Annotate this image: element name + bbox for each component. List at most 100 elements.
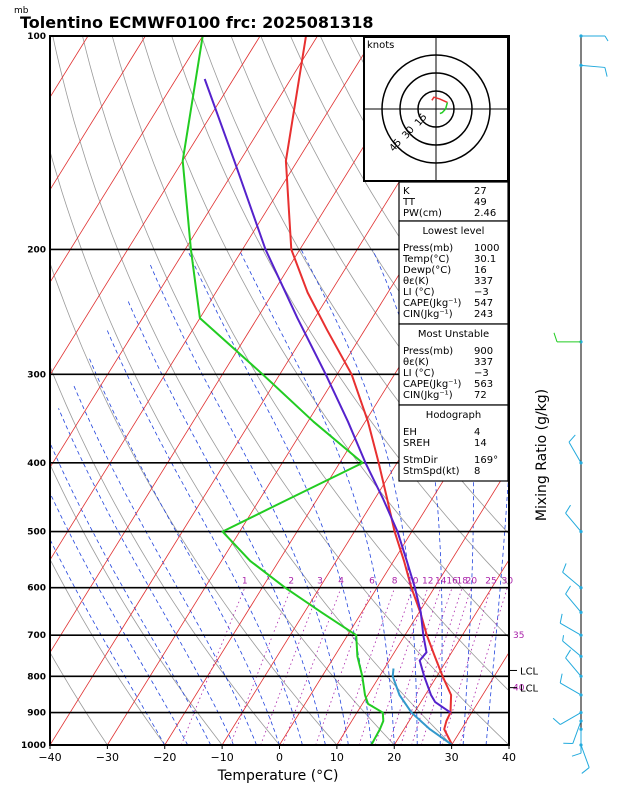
- wind-barb-staff: [563, 572, 581, 587]
- x-tick-label: 20: [387, 751, 401, 764]
- index-label: Press(mb): [403, 346, 453, 357]
- wind-barb-staff: [566, 513, 581, 531]
- x-tick-label: −10: [211, 751, 234, 764]
- background-lines: [0, 36, 618, 745]
- mixing-ratio-label: 10: [407, 577, 419, 587]
- wind-barb-flag: [582, 768, 589, 774]
- mixing-ratio-label: 30: [502, 577, 514, 587]
- y-tick-label: 200: [27, 245, 46, 255]
- mixing-ratio-label: 6: [369, 577, 375, 587]
- mixing-ratio-label: 12: [422, 577, 433, 587]
- index-label: CAPE(Jkg⁻¹): [403, 298, 461, 309]
- mixing-ratio-label: 3: [317, 577, 323, 587]
- index-value: −3: [474, 287, 489, 298]
- y-tick-label: 300: [27, 370, 46, 380]
- moist-adiabat: [187, 249, 371, 745]
- index-value: 243: [474, 309, 493, 320]
- hodograph-unit-label: knots: [367, 40, 394, 51]
- index-value: 30.1: [474, 254, 496, 265]
- index-label: θε(K): [403, 276, 429, 287]
- index-value: 169°: [474, 455, 498, 466]
- x-tick-label: −30: [96, 751, 119, 764]
- y-tick-label: 700: [27, 631, 46, 641]
- wind-barb-flag: [553, 718, 560, 724]
- moist-adiabat: [239, 249, 394, 745]
- indices-section-title: Lowest level: [423, 226, 485, 237]
- wind-barb-flag: [563, 635, 564, 641]
- index-label: CAPE(Jkg⁻¹): [403, 379, 461, 390]
- index-label: Press(mb): [403, 243, 453, 254]
- indices-section-title: Most Unstable: [418, 329, 489, 340]
- wind-barb-staff: [581, 65, 605, 67]
- wind-barb-flag: [569, 435, 575, 442]
- y-tick-label: 400: [27, 459, 46, 469]
- index-value: 337: [474, 357, 493, 368]
- lcl-label: LCL: [520, 666, 539, 677]
- wind-barb-flag: [560, 674, 562, 683]
- index-label: Temp(°C): [402, 254, 450, 265]
- wind-barb-flag: [563, 563, 566, 572]
- y-tick-label: 500: [27, 528, 46, 538]
- wind-barb-staff: [569, 442, 581, 463]
- dry-adiabat: [0, 36, 107, 745]
- wind-barb-staff: [573, 721, 581, 744]
- moist-adiabat: [59, 408, 234, 745]
- dry-adiabat: [23, 36, 394, 745]
- moist-adiabat: [107, 330, 302, 745]
- wind-barb-flag: [560, 614, 562, 623]
- mixing-ratio-label: 20: [466, 577, 478, 587]
- x-tick-label: 0: [276, 751, 283, 764]
- mixing-ratio-label: 4: [338, 577, 344, 587]
- wind-barb-flag: [566, 650, 571, 658]
- wind-barb-staff: [560, 683, 581, 695]
- index-label: EH: [403, 427, 417, 438]
- index-value: −3: [474, 368, 489, 379]
- index-label: StmSpd(kt): [403, 466, 460, 477]
- lcl-label: LCL: [520, 684, 539, 695]
- wind-barb-flag: [554, 333, 557, 342]
- index-label: θε(K): [403, 357, 429, 368]
- wind-barb-flag: [566, 505, 571, 513]
- index-value: 49: [474, 197, 487, 208]
- index-value: 547: [474, 298, 493, 309]
- index-value: 2.46: [474, 208, 496, 219]
- index-label: CIN(Jkg⁻¹): [403, 390, 453, 401]
- index-label: StmDir: [403, 455, 438, 466]
- isotherm: [0, 36, 145, 745]
- index-label: TT: [402, 197, 416, 208]
- x-tick-label: 40: [502, 751, 516, 764]
- index-value: 900: [474, 346, 493, 357]
- isotherm: [509, 36, 618, 745]
- wind-barb-flag: [572, 753, 581, 756]
- mixing-ratio-label: 1: [242, 577, 248, 587]
- wind-barb-flag: [566, 586, 571, 594]
- wind-barb-staff: [563, 641, 581, 656]
- moist-adiabat: [20, 474, 165, 745]
- mixing-ratio-axis-label: Mixing Ratio (g/kg): [534, 389, 550, 521]
- index-value: 4: [474, 427, 480, 438]
- isotherm: [0, 36, 31, 745]
- dry-adiabat: [558, 36, 618, 745]
- indices-section-title: Hodograph: [426, 410, 481, 421]
- mixing-ratio-label: 25: [485, 577, 496, 587]
- mixing-ratio-line: [389, 588, 441, 745]
- wind-barb-staff: [560, 623, 581, 635]
- mixing-ratio-label: 2: [288, 577, 294, 587]
- index-label: CIN(Jkg⁻¹): [403, 309, 453, 320]
- mixing-ratio-edge-label: 35: [513, 631, 524, 641]
- moist-adiabat: [33, 455, 188, 745]
- y-tick-label: 1000: [21, 741, 46, 751]
- y-tick-label: 900: [27, 709, 46, 719]
- mixing-ratio-label: 14: [435, 577, 447, 587]
- moist-adiabat: [150, 265, 348, 746]
- wind-profile: [553, 34, 608, 773]
- x-axis-label: Temperature (°C): [217, 768, 339, 784]
- moist-adiabat: [89, 359, 279, 746]
- isotherm: [566, 36, 618, 745]
- wind-barb-staff: [566, 658, 581, 676]
- chart-title: Tolentino ECMWF0100 frc: 2025081318: [20, 13, 374, 32]
- index-value: 563: [474, 379, 493, 390]
